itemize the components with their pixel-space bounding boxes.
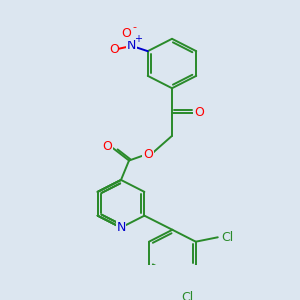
Text: O: O bbox=[194, 106, 204, 119]
Text: +: + bbox=[134, 34, 142, 44]
Text: N: N bbox=[127, 39, 136, 52]
Text: O: O bbox=[102, 140, 112, 153]
Text: O: O bbox=[109, 43, 119, 56]
Text: O: O bbox=[121, 27, 131, 40]
Text: Cl: Cl bbox=[222, 231, 234, 244]
Text: Cl: Cl bbox=[181, 291, 194, 300]
Text: N: N bbox=[116, 221, 126, 234]
Text: -: - bbox=[133, 22, 137, 32]
Text: O: O bbox=[143, 148, 153, 161]
